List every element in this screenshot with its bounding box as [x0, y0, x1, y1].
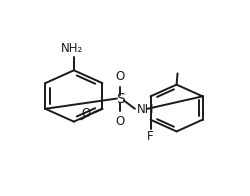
Text: S: S	[116, 92, 125, 106]
Text: O: O	[116, 70, 125, 83]
Text: NH₂: NH₂	[61, 42, 83, 55]
Text: O: O	[116, 115, 125, 128]
Text: F: F	[147, 130, 154, 142]
Text: O: O	[82, 107, 91, 120]
Text: NH: NH	[137, 103, 154, 116]
